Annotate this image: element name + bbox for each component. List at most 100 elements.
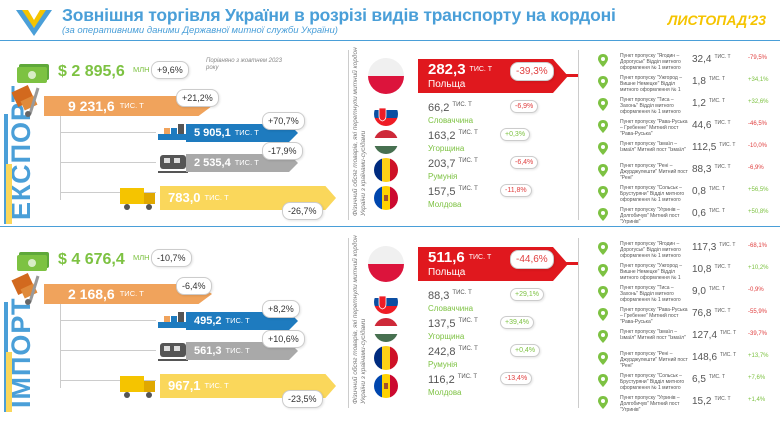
poland-unit: ТИС. Т — [469, 66, 493, 73]
total-tonnes-value: 2 168,6 — [68, 286, 115, 302]
checkpoint-name: Пункт пропуску "Тиса – Захонь" Відділ ми… — [620, 285, 681, 303]
checkpoint-value-num: 15,2 — [692, 396, 712, 407]
sea-value: 495,2 — [194, 315, 222, 327]
side-accent-yellow — [6, 352, 12, 412]
country-value: 163,2 ТИС. Т — [428, 130, 478, 142]
checkpoint-value-num: 112,5 — [692, 142, 717, 153]
md-flag-icon — [374, 186, 398, 210]
sk-flag-icon — [374, 102, 398, 126]
checkpoint-unit: ТИС. Т — [714, 308, 731, 314]
usd-pct-bubble: -10,7% — [151, 249, 192, 267]
location-pin-icon — [598, 264, 608, 277]
checkpoint-pct: +10,2% — [748, 265, 769, 271]
rail-unit: ТИС. Т — [225, 346, 250, 355]
train-icon — [156, 152, 190, 174]
checkpoint-unit: ТИС. Т — [714, 264, 731, 270]
country-unit: ТИС. Т — [452, 102, 472, 108]
country-name: Румунія — [428, 172, 458, 181]
total-tonnes-value: 9 231,6 — [68, 98, 115, 114]
checkpoint-unit: ТИС. Т — [708, 374, 725, 380]
checkpoint-value: 9,0 ТИС. Т — [692, 286, 725, 297]
header-divider — [0, 40, 780, 41]
country-value: 203,7 ТИС. Т — [428, 158, 478, 170]
checkpoint-value: 127,4 ТИС. Т — [692, 330, 736, 341]
checkpoint-name: Пункт пропуску "Ужгород – Вишне Немецке"… — [620, 75, 682, 93]
checkpoint-unit: ТИС. Т — [719, 242, 736, 248]
checkpoint-name: Пункт пропуску "Рені – Джурджулешти" Мит… — [620, 351, 688, 369]
location-pin-icon — [598, 120, 608, 133]
checkpoint-pct: -10,0% — [748, 143, 768, 149]
checkpoint-pct: +13,7% — [748, 353, 769, 359]
cargo-trolley-icon — [8, 272, 48, 306]
tree-branch — [60, 132, 156, 133]
poland-unit: ТИС. Т — [468, 254, 492, 261]
hu-flag-icon — [374, 130, 398, 154]
points-separator — [578, 50, 579, 220]
ship-icon — [156, 122, 190, 144]
country-value-num: 66,2 — [428, 102, 450, 114]
checkpoint-name: Пункт пропуску "Угринів – Долгобичув" Ми… — [620, 207, 680, 225]
checkpoint-value-num: 1,8 — [692, 76, 706, 87]
checkpoint-value: 32,4 ТИС. Т — [692, 54, 731, 65]
location-pin-icon — [598, 242, 608, 255]
country-unit: ТИС. Т — [458, 346, 478, 352]
checkpoint-name: Пункт пропуску "Угринів – Долгобичув" Ми… — [620, 395, 680, 413]
checkpoint-value: 76,8 ТИС. Т — [692, 308, 731, 319]
separator-line — [348, 238, 349, 408]
country-value-num: 88,3 — [428, 290, 450, 302]
checkpoint-value-num: 76,8 — [692, 308, 712, 319]
country-unit: ТИС. Т — [458, 158, 478, 164]
sea-unit: ТИС. Т — [225, 316, 250, 325]
checkpoint-value: 117,3 ТИС. Т — [692, 242, 735, 253]
location-pin-icon — [598, 186, 608, 199]
checkpoint-pct: +56,5% — [748, 187, 769, 193]
checkpoint-unit: ТИС. Т — [720, 352, 737, 358]
checkpoint-value-num: 88,3 — [692, 164, 712, 175]
location-pin-icon — [598, 330, 608, 343]
country-value-num: 116,2 — [428, 374, 455, 386]
total-pct-bubble: -6,4% — [176, 277, 212, 295]
period-label: ЛИСТОПАД'23 — [667, 12, 766, 28]
checkpoint-unit: ТИС. Т — [714, 54, 731, 60]
neighbours-note: Фізичний обсяг товарів, які перетнули ми… — [352, 235, 367, 404]
separator-line — [348, 50, 349, 220]
road-pct-bubble: -26,7% — [282, 202, 323, 220]
poland-arrow — [558, 262, 578, 265]
country-pct-bubble: -6,9% — [510, 100, 539, 113]
country-name: Словаччина — [428, 116, 474, 125]
checkpoint-value-num: 9,0 — [692, 286, 706, 297]
location-pin-icon — [598, 54, 608, 67]
side-accent-yellow — [6, 164, 12, 224]
md-flag-icon — [374, 374, 398, 398]
checkpoint-value: 0,6 ТИС. Т — [692, 208, 725, 219]
checkpoint-name: Пункт пропуску "Сольськ – Брустуряни" Ві… — [620, 373, 685, 391]
tree-branch — [60, 350, 156, 351]
country-value-num: 157,5 — [428, 186, 456, 198]
checkpoint-pct: +1,4% — [748, 397, 766, 403]
neighbours-note: Фізичний обсяг товарів, які перетнули ми… — [352, 47, 367, 216]
country-unit: ТИС. Т — [458, 318, 478, 324]
usd-pct-bubble: +9,6% — [151, 61, 189, 79]
country-value: 242,8 ТИС. Т — [428, 346, 478, 358]
country-pct-bubble: -13,4% — [500, 372, 533, 385]
checkpoint-pct: -39,7% — [748, 331, 768, 337]
checkpoint-pct: -6,9% — [748, 165, 764, 171]
checkpoint-value-num: 10,8 — [692, 264, 712, 275]
checkpoint-value: 10,8 ТИС. Т — [692, 264, 731, 275]
location-pin-icon — [598, 76, 608, 89]
location-pin-icon — [598, 142, 608, 155]
checkpoint-value-num: 148,6 — [692, 352, 718, 363]
checkpoint-value-num: 1,2 — [692, 98, 706, 109]
page-subtitle: (за оперативними даними Державної митної… — [62, 25, 338, 36]
country-pct-bubble: +39,4% — [500, 316, 534, 329]
comparison-note: Порівняно з жовтнем 2023 року — [206, 58, 282, 71]
poland-pct-bubble: -39,3% — [510, 62, 554, 81]
country-name: Словаччина — [428, 304, 474, 313]
checkpoint-value: 1,2 ТИС. Т — [692, 98, 725, 109]
checkpoint-name: Пункт пропуску "Сольськ – Брустуряни" Ві… — [620, 185, 685, 203]
checkpoint-unit: ТИС. Т — [708, 98, 725, 104]
checkpoint-value: 15,2 ТИС. Т — [692, 396, 731, 407]
rail-value: 561,3 — [194, 345, 222, 357]
country-pct-bubble: +29,1% — [510, 288, 544, 301]
poland-arrow — [558, 74, 578, 77]
